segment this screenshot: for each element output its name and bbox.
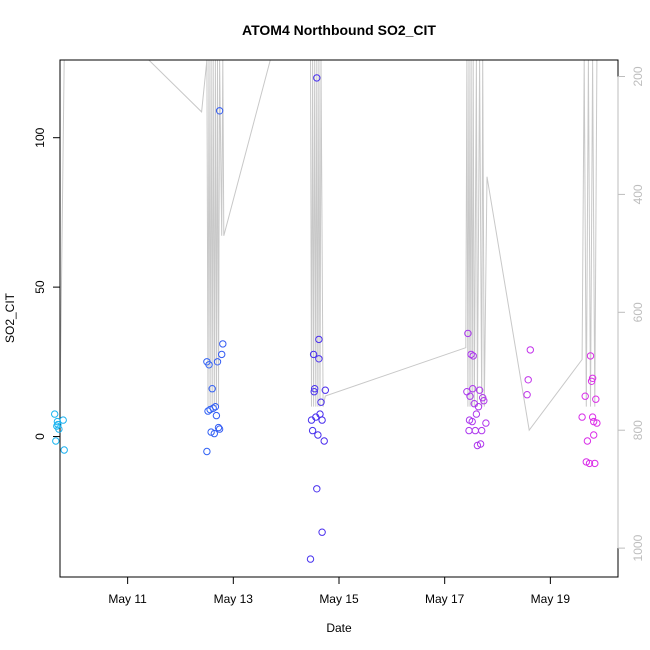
data-point [523, 391, 531, 399]
data-point [465, 426, 473, 435]
chart-title: ATOM4 Northbound SO2_CIT [242, 22, 436, 38]
data-point [468, 417, 476, 426]
data-point [482, 419, 490, 427]
data-point [60, 446, 68, 454]
data-point [471, 426, 479, 435]
x-axis-label: Date [326, 621, 352, 635]
data-point [215, 425, 224, 433]
data-point [310, 388, 318, 396]
data-point [586, 352, 595, 360]
data-point [59, 416, 67, 424]
data-point [590, 431, 598, 439]
data-point [308, 426, 317, 435]
y2-tick-label: 800 [631, 420, 645, 440]
data-point [219, 340, 227, 348]
data-point [213, 358, 222, 366]
data-point [478, 426, 486, 435]
data-point [55, 425, 63, 433]
data-point [466, 392, 474, 400]
data-point [578, 413, 586, 421]
x-tick-label: May 17 [425, 592, 465, 606]
y2-axis: 200 400 600 800 1000 [617, 66, 645, 561]
data-point [469, 352, 477, 360]
data-point [52, 437, 60, 445]
data-point [51, 410, 59, 418]
x-tick-label: May 13 [214, 592, 254, 606]
data-point [591, 459, 599, 468]
data-point [474, 403, 483, 411]
data-point [218, 350, 226, 359]
y2-tick-label: 200 [631, 66, 645, 86]
data-point [315, 335, 323, 344]
x-tick-label: May 11 [108, 592, 147, 606]
y-tick-label: 0 [33, 433, 47, 440]
data-point [467, 350, 475, 359]
data-point [464, 329, 472, 338]
data-point [581, 392, 589, 400]
data-point [205, 361, 213, 369]
data-point [212, 411, 221, 420]
scatter-points-layer [51, 74, 601, 563]
data-point [526, 346, 534, 354]
data-point [209, 404, 217, 412]
data-point [314, 431, 322, 439]
y2-tick-label: 400 [631, 184, 645, 204]
data-point [309, 350, 318, 359]
data-point [313, 74, 321, 82]
x-tick-label: May 19 [531, 592, 571, 606]
y-axis: 0 50 100 [33, 127, 61, 440]
data-point [318, 528, 326, 536]
data-point [472, 410, 481, 418]
data-point [321, 386, 329, 394]
y2-tick-label: 1000 [631, 534, 645, 561]
data-point [592, 395, 600, 403]
data-point [318, 416, 326, 424]
altitude-track-line [60, 60, 598, 432]
data-point [583, 437, 592, 445]
data-point [475, 386, 484, 394]
data-point [306, 555, 315, 563]
data-point [210, 429, 219, 438]
data-point [215, 107, 224, 115]
data-point [593, 419, 601, 427]
plot-frame [59, 59, 619, 578]
data-point [311, 385, 319, 393]
data-point [476, 440, 485, 448]
data-point [317, 398, 325, 406]
y2-tick-label: 600 [631, 302, 645, 322]
data-point [214, 423, 223, 432]
data-point [54, 420, 62, 429]
data-point [315, 355, 323, 363]
data-point [587, 377, 596, 385]
x-tick-label: May 15 [319, 592, 359, 606]
data-point [524, 376, 532, 384]
data-point [469, 385, 477, 393]
data-point [588, 413, 597, 421]
data-point [588, 374, 597, 382]
data-point [585, 459, 594, 468]
y-axis-label: SO2_CIT [3, 292, 17, 343]
data-point [203, 447, 211, 456]
y-tick-label: 50 [33, 280, 47, 294]
data-point [480, 397, 488, 405]
data-point [211, 403, 220, 411]
altitude-track-layer [60, 60, 598, 432]
y-tick-label: 100 [33, 127, 47, 147]
x-axis: May 11 May 13 May 15 May 17 May 19 [108, 576, 571, 606]
data-point [313, 485, 321, 493]
data-point [320, 437, 328, 445]
data-point [208, 385, 216, 393]
